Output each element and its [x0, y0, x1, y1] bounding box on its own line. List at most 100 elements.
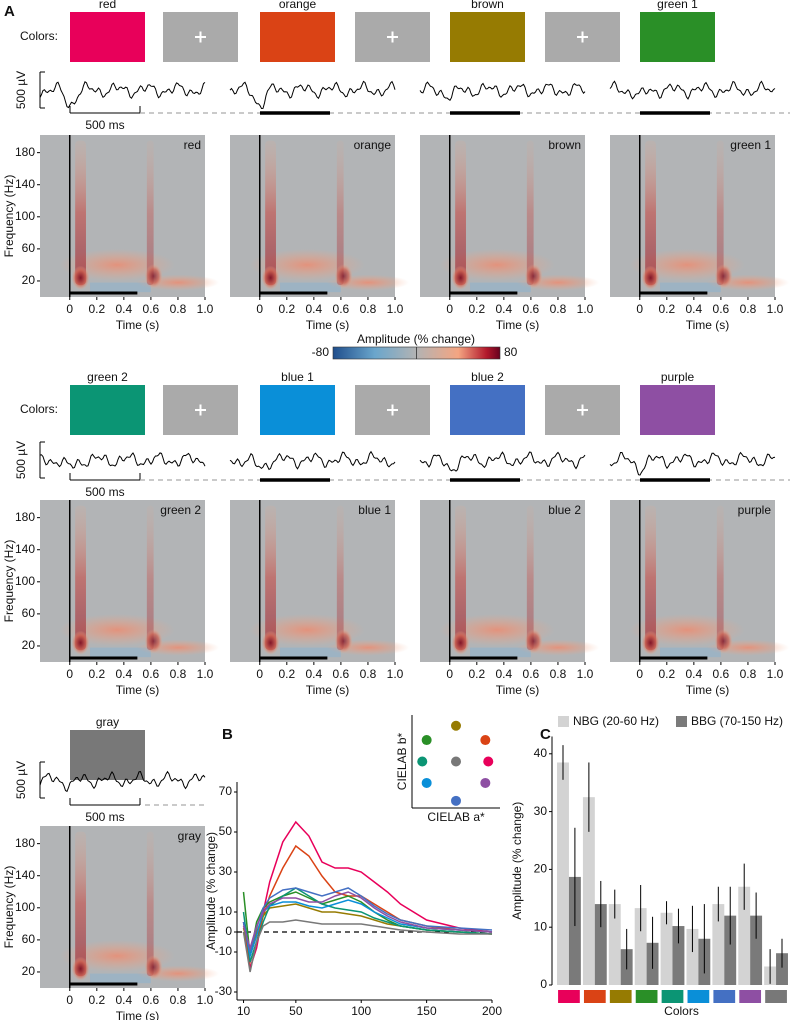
- color-swatch: [70, 385, 145, 435]
- color-swatch: [70, 12, 145, 62]
- spectrogram-offset: [526, 505, 534, 650]
- y-axis-label: Frequency (Hz): [2, 175, 16, 258]
- bar: [686, 928, 699, 985]
- x-tick-label: 0.8: [360, 667, 377, 681]
- x-tick-label: 0.8: [360, 302, 377, 316]
- x-tick-label: 0.2: [88, 302, 105, 316]
- y-tick-label: 100: [15, 574, 35, 588]
- spectrogram: [40, 826, 220, 988]
- x-tick-label: 1.0: [387, 667, 404, 681]
- x-tick-label: 0.6: [713, 667, 730, 681]
- spectrogram-offset: [716, 505, 724, 650]
- panel-name: red: [184, 138, 201, 152]
- spectrogram-onset: [645, 140, 656, 285]
- color-swatch: [640, 12, 715, 62]
- x-tick-label: 0.6: [333, 302, 350, 316]
- y-axis-label: Frequency (Hz): [2, 866, 16, 949]
- category-swatch: [635, 990, 658, 1003]
- x-axis-label: Frequency (Hz): [323, 1018, 406, 1020]
- spectrogram-offset: [146, 505, 154, 650]
- legend-label: NBG (20-60 Hz): [573, 714, 659, 728]
- spectrogram: [40, 500, 220, 662]
- x-tick-label: 0.4: [306, 302, 323, 316]
- panel-name: green 1: [730, 138, 771, 152]
- x-tick-label: 0.4: [496, 302, 513, 316]
- x-tick-label: 0.2: [468, 302, 485, 316]
- spectrogram-low-band: [470, 282, 531, 293]
- spectrogram-onset-blob: [71, 630, 90, 655]
- y-axis-label: Amplitude (% change): [510, 802, 524, 920]
- x-axis-label: CIELAB a*: [427, 810, 485, 824]
- colors-label: Colors:: [20, 29, 58, 43]
- panel-label: A: [4, 3, 15, 20]
- x-tick-label: 0.6: [143, 993, 160, 1007]
- legend-swatch: [676, 716, 687, 727]
- spectrogram-onset-blob: [641, 630, 660, 655]
- color-point: [421, 777, 432, 788]
- category-swatch: [583, 990, 606, 1003]
- x-tick-label: 0.4: [116, 302, 133, 316]
- spectrogram-low-band: [280, 282, 341, 293]
- spectrum-line: [242, 919, 492, 973]
- x-axis-label: Time (s): [116, 318, 160, 332]
- x-tick-label: 0: [66, 302, 73, 316]
- spectrogram-onset-blob: [451, 630, 470, 655]
- spectrogram: [610, 135, 790, 297]
- spectrum-line: [242, 844, 493, 965]
- spectrum-line: [242, 820, 493, 969]
- x-tick-label: 1.0: [577, 667, 594, 681]
- bar: [660, 912, 673, 985]
- spectrogram-offset: [716, 140, 724, 285]
- spectrogram-offset: [146, 140, 154, 285]
- spectrogram: [40, 135, 220, 297]
- x-tick-label: 0: [636, 667, 643, 681]
- panel-label: C: [540, 726, 551, 743]
- x-tick-label: 0.4: [116, 667, 133, 681]
- x-tick-label: 0.8: [550, 302, 567, 316]
- bar: [568, 876, 581, 985]
- y-tick-label: 60: [22, 606, 36, 620]
- eeg-trace: [419, 451, 586, 472]
- x-tick-label: 0.2: [278, 667, 295, 681]
- x-tick-label: 0: [446, 302, 453, 316]
- swatch-name: green 1: [657, 0, 698, 11]
- spectrogram-onset: [455, 505, 466, 650]
- spectrogram: [230, 135, 410, 297]
- y-tick-label: 0: [540, 977, 547, 991]
- x-axis-label: Time (s): [496, 683, 540, 697]
- eeg-trace: [229, 450, 396, 471]
- x-tick-label: 150: [417, 1004, 437, 1018]
- x-tick-label: 0.4: [116, 993, 133, 1007]
- x-axis-label: Time (s): [116, 683, 160, 697]
- y-tick-label: 40: [534, 746, 548, 760]
- spectrogram: [610, 500, 790, 662]
- x-tick-label: 0.6: [713, 302, 730, 316]
- color-point: [417, 756, 428, 767]
- x-tick-label: 0: [66, 993, 73, 1007]
- eeg-trace: [229, 80, 396, 110]
- spectrum-line: [242, 891, 493, 951]
- spectrogram-offset-blob: [334, 629, 353, 654]
- eeg-trace: [609, 80, 776, 100]
- color-point: [451, 795, 461, 806]
- spectrogram: [420, 135, 600, 297]
- spectrogram-onset-blob: [641, 265, 660, 290]
- x-tick-label: 0.8: [740, 667, 757, 681]
- bar: [634, 908, 647, 985]
- color-point: [483, 756, 494, 767]
- x-tick-label: 0.2: [468, 667, 485, 681]
- spectrogram-low-band: [90, 973, 151, 984]
- y-tick-label: 20: [22, 964, 36, 978]
- y-tick-label: 140: [15, 177, 35, 191]
- x-tick-label: 0.2: [88, 993, 105, 1007]
- bar: [672, 926, 685, 985]
- spectrogram-onset-blob: [261, 265, 280, 290]
- panel-name: orange: [354, 138, 392, 152]
- swatch-name: blue 2: [471, 370, 504, 384]
- bar: [557, 762, 569, 985]
- spectrogram-offset-blob: [334, 264, 353, 289]
- spectrogram-offset-blob: [714, 629, 733, 654]
- spectrogram-offset: [526, 140, 534, 285]
- x-tick-label: 50: [289, 1004, 303, 1018]
